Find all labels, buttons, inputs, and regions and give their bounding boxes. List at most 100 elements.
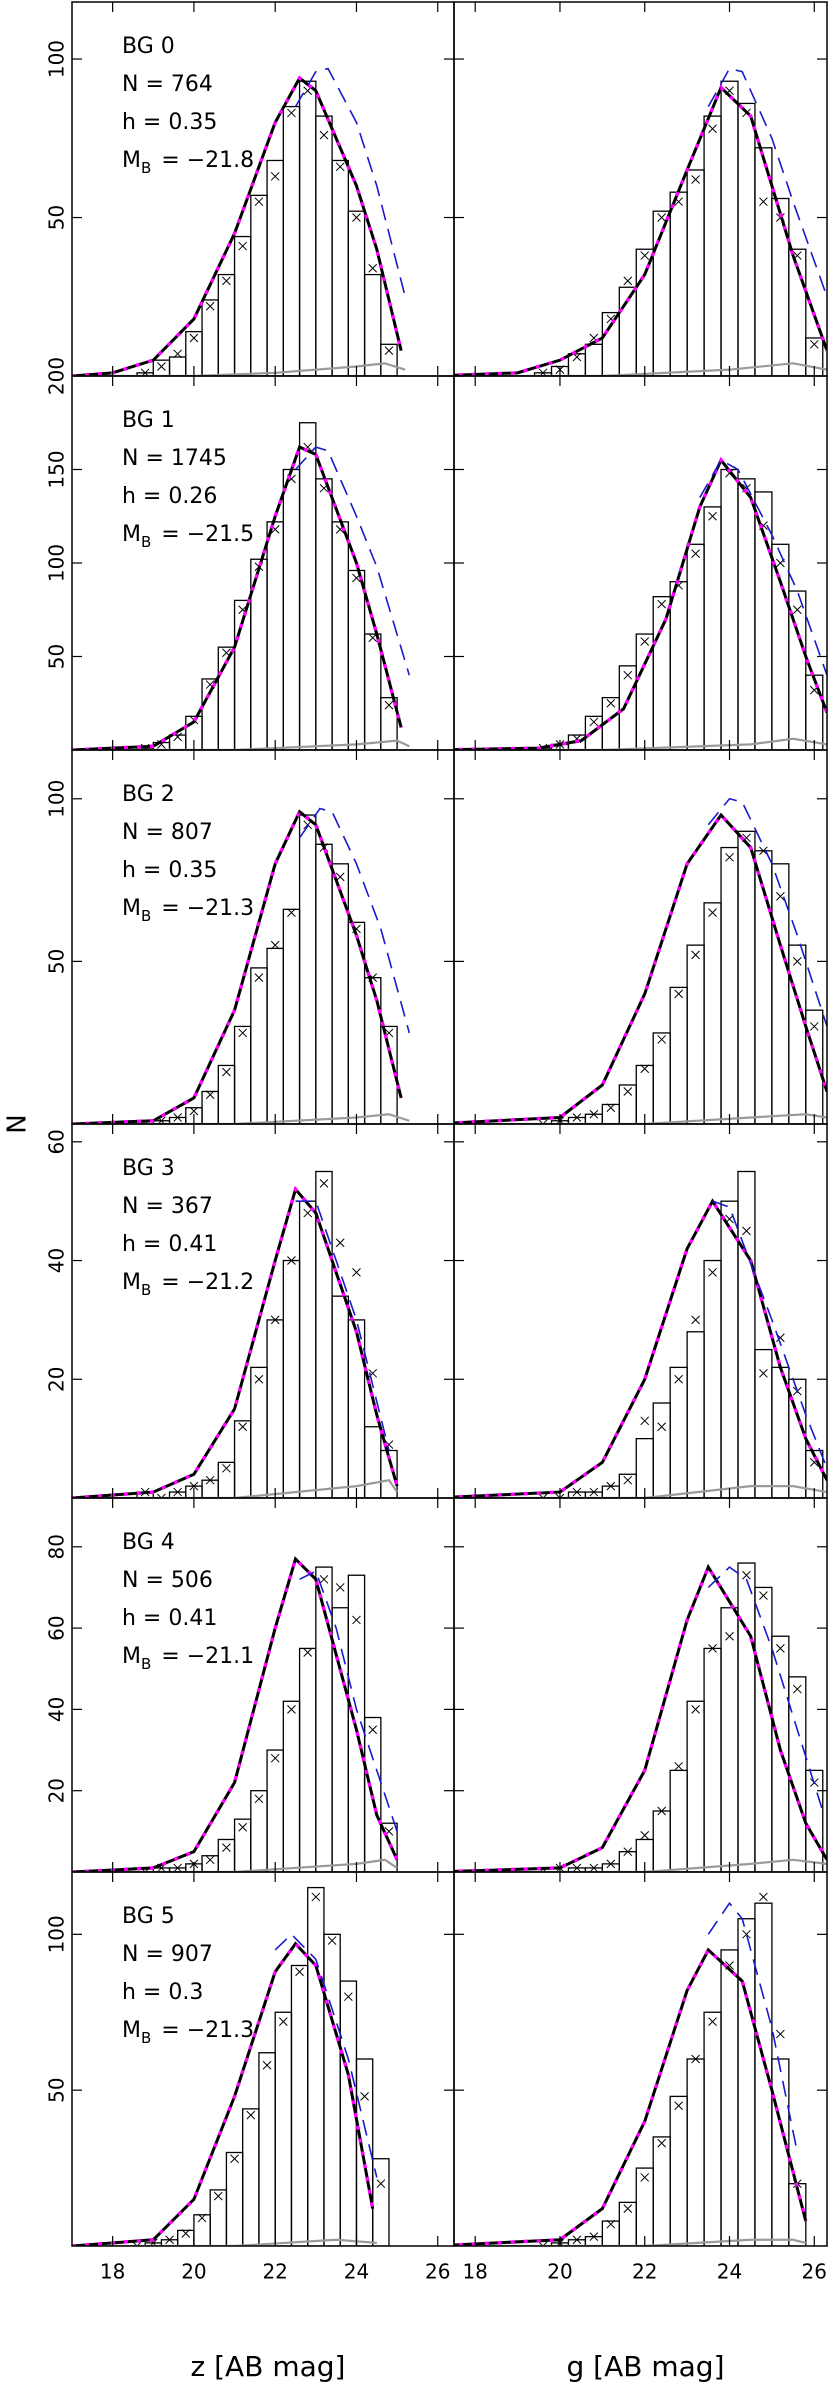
model-cross [173, 349, 183, 359]
bar [601, 1485, 620, 1498]
fit-blue-curve [274, 1933, 378, 2178]
bar [703, 1647, 722, 1872]
model-cross [572, 1113, 582, 1122]
model-cross [606, 698, 616, 708]
model-cross [319, 1179, 329, 1188]
model-cross [759, 1591, 768, 1600]
model-cross [278, 2017, 288, 2026]
model-cross [674, 1761, 684, 1771]
bar [331, 1295, 349, 1498]
bar [242, 2108, 260, 2246]
bar [282, 908, 301, 1124]
bar [298, 80, 317, 376]
bar [233, 1025, 252, 1124]
bar [788, 1676, 807, 1872]
plot-area [72, 1170, 399, 1498]
bar [363, 273, 382, 376]
model-cross [657, 599, 667, 609]
fit-blue-curve [294, 67, 407, 297]
bar [347, 569, 366, 750]
plot-area [454, 797, 827, 1124]
bar [703, 506, 722, 750]
bar [703, 115, 722, 376]
bar [584, 1113, 604, 1124]
annotation-part: M [122, 522, 141, 547]
model-cross [657, 1806, 667, 1816]
annotation-sub: B [141, 1655, 151, 1673]
model-cross [691, 549, 700, 559]
bar [233, 235, 252, 376]
model-cross [327, 1936, 337, 1945]
annotation: h = 0.41 [122, 1232, 217, 1257]
model-cross [352, 1615, 361, 1625]
y-tick-label: 20 [45, 1778, 69, 1803]
plot-area [72, 422, 411, 750]
model-cross [205, 1855, 215, 1865]
bar [347, 210, 366, 376]
model-cross [809, 339, 819, 349]
bar [737, 1562, 756, 1872]
bar [652, 1032, 671, 1124]
annotation-part: M [122, 2018, 141, 2043]
bar [201, 299, 219, 376]
bar [669, 1769, 688, 1872]
model-cross [352, 1268, 361, 1277]
bar [618, 1473, 637, 1498]
bar [266, 1749, 284, 1872]
panel: 20 40 60 BG 3 N = 367 h = 0.41 MB = −21.2 [45, 1123, 455, 1499]
model-cross [173, 1863, 183, 1872]
model-cross [352, 213, 361, 222]
model-cross [376, 2179, 386, 2189]
panel [453, 749, 828, 1125]
bar [282, 468, 301, 750]
bar [315, 843, 333, 1124]
model-cross [623, 1475, 633, 1485]
x-tick-label: 22 [632, 2260, 657, 2284]
plot-area [454, 1562, 827, 1872]
bar [584, 2235, 604, 2246]
panel-frame [453, 1, 828, 377]
fit-curve-dashed [72, 444, 403, 750]
y-tick-label: 80 [45, 1534, 69, 1559]
annotation: MB = −21.1 [122, 1644, 254, 1673]
annotation: N = 367 [122, 1194, 213, 1219]
model-cross [189, 1106, 199, 1116]
model-cross [254, 1374, 264, 1384]
model-cross [623, 2204, 633, 2213]
bar [686, 169, 705, 376]
bar [737, 830, 756, 1124]
bar [805, 674, 824, 750]
bar [754, 1586, 773, 1872]
bar [720, 468, 739, 750]
model-cross [691, 1705, 700, 1714]
model-cross [606, 2219, 616, 2229]
panel [453, 375, 828, 751]
fit-blue-curve [699, 459, 827, 676]
model-cross [238, 241, 248, 251]
model-cross [708, 511, 717, 521]
fit-blue-curve [707, 1566, 824, 1812]
panel-frame [453, 749, 828, 1125]
bar [282, 1700, 301, 1872]
panel-frame [453, 1871, 828, 2247]
y-tick-label: 50 [45, 644, 69, 669]
model-cross [657, 1035, 667, 1044]
bar [737, 1170, 756, 1498]
bar [703, 902, 722, 1124]
model-cross [319, 130, 329, 140]
x-tick-label: 26 [425, 2260, 450, 2284]
bar [771, 197, 790, 376]
fit-curve-dashed [454, 812, 827, 1124]
model-cross [606, 1103, 616, 1113]
bar [363, 1426, 382, 1498]
model-cross [708, 908, 717, 917]
model-cross [287, 108, 296, 118]
model-cross [197, 2213, 207, 2223]
model-cross [657, 2138, 667, 2148]
fit-curve [72, 1941, 375, 2246]
y-axis-label: N [3, 1114, 33, 1133]
model-cross [640, 1064, 650, 1074]
annotation: N = 807 [122, 820, 213, 845]
annotation: MB = −21.2 [122, 1270, 254, 1299]
model-cross [606, 1859, 616, 1869]
